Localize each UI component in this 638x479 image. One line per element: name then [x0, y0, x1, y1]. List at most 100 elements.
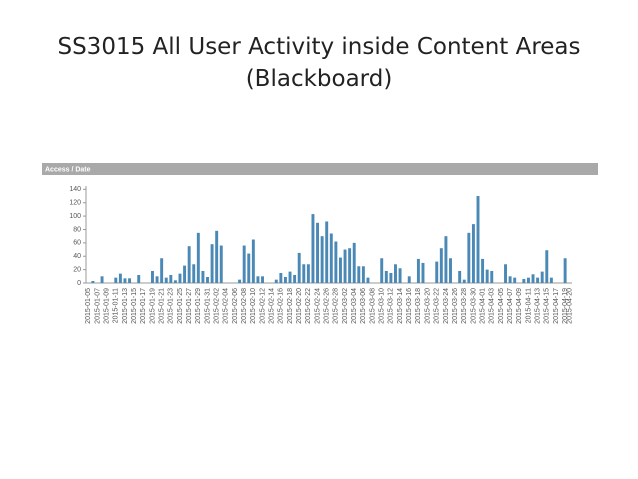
bar	[215, 230, 219, 283]
bar	[329, 233, 333, 283]
bar	[114, 277, 118, 283]
bar	[164, 277, 168, 283]
x-tick-label: 2015-03-20	[424, 288, 431, 324]
panel-header	[42, 163, 598, 175]
x-tick-label: 2015-04-05	[498, 288, 505, 324]
bar	[325, 221, 329, 283]
bar	[504, 264, 507, 283]
bar	[458, 270, 462, 283]
slide-title: (Blackboard)	[245, 66, 393, 92]
x-tick-label: 2015-02-14	[269, 288, 276, 324]
x-tick-label: 2015-02-04	[223, 288, 230, 324]
bar	[279, 272, 283, 283]
bar	[316, 222, 320, 283]
x-tick-label: 2015-01-13	[122, 288, 129, 324]
bar	[481, 258, 485, 283]
x-tick-label: 2015-01-25	[177, 288, 184, 324]
x-tick-label: 2015-02-02	[214, 288, 221, 324]
x-tick-label: 2015-02-16	[278, 288, 285, 324]
y-tick-label: 100	[69, 213, 81, 220]
x-tick-label: 2015-03-16	[406, 288, 413, 324]
bar	[366, 277, 370, 283]
x-tick-label: 2015-04-01	[479, 288, 486, 324]
x-tick-label: 2015-01-17	[140, 288, 147, 324]
bar	[467, 232, 471, 283]
bar	[338, 257, 342, 283]
bar	[169, 274, 173, 283]
x-tick-label: 2015-01-15	[131, 288, 138, 324]
bar	[151, 270, 154, 283]
x-tick-label: 2015-04-03	[489, 288, 496, 324]
x-tick-label: 2015-02-26	[324, 288, 331, 324]
x-tick-label: 2015-03-14	[397, 288, 404, 324]
bar	[490, 270, 494, 283]
x-tick-label: 2015-03-12	[388, 288, 395, 324]
x-tick-label: 2015-01-29	[195, 288, 202, 324]
bar	[357, 266, 361, 283]
x-tick-label: 2015-03-04	[351, 288, 358, 324]
bar	[384, 270, 388, 283]
x-tick-label: 2015-02-28	[333, 288, 340, 324]
x-tick-label: 2015-01-07	[94, 288, 101, 324]
x-tick-label: 2015-01-19	[149, 288, 156, 324]
y-tick-label: 40	[73, 253, 81, 260]
bar	[219, 245, 223, 283]
x-tick-label: 2015-02-20	[296, 288, 303, 324]
y-tick-label: 0	[77, 280, 81, 287]
bar	[343, 249, 347, 283]
bar	[536, 277, 540, 283]
bar	[100, 276, 104, 283]
x-tick-label: 2015-03-28	[461, 288, 468, 324]
x-tick-label: 2015-01-11	[113, 288, 120, 323]
x-tick-label: 2015-03-26	[452, 288, 459, 324]
bar	[123, 278, 127, 283]
bar	[407, 276, 411, 283]
x-tick-label: 2015-01-27	[186, 288, 193, 324]
bar	[256, 276, 260, 283]
y-tick-label: 120	[69, 200, 81, 207]
x-tick-label: 2015-03-10	[379, 288, 386, 324]
bar	[160, 258, 164, 283]
x-tick-label: 2015-04-09	[516, 288, 523, 324]
bar	[462, 279, 466, 283]
x-tick-label: 2015-02-10	[250, 288, 257, 324]
bar	[206, 276, 209, 283]
x-tick-label: 2015-03-08	[369, 288, 376, 324]
bar	[297, 252, 301, 283]
x-tick-label: 2015-04-15	[544, 288, 551, 324]
y-tick-label: 60	[73, 240, 81, 247]
bar	[526, 277, 530, 283]
bar	[261, 276, 264, 283]
bar	[540, 271, 544, 283]
x-tick-label: 2015-02-22	[305, 288, 312, 324]
bar	[416, 258, 420, 283]
bar	[187, 246, 191, 283]
bar	[439, 248, 443, 283]
bar	[196, 232, 200, 283]
bar	[247, 253, 251, 283]
x-tick-label: 2015-01-31	[204, 288, 211, 324]
slide-title: SS3015 All User Activity inside Content …	[57, 34, 581, 60]
bar	[306, 264, 310, 283]
x-tick-label: 2015-01-09	[103, 288, 110, 324]
bar	[311, 214, 315, 283]
bar	[173, 280, 177, 283]
bar	[398, 268, 402, 283]
bar	[549, 277, 553, 283]
bar	[513, 277, 517, 283]
x-tick-label: 2015-04-07	[507, 288, 514, 324]
bar	[522, 278, 526, 283]
bar	[421, 262, 425, 283]
bar	[531, 274, 535, 283]
y-tick-label: 80	[73, 226, 81, 233]
bar	[238, 279, 242, 283]
x-tick-label: 2015-01-21	[158, 288, 165, 324]
x-tick-label: 2015-03-22	[434, 288, 441, 324]
bar	[394, 264, 397, 283]
x-tick-label: 2015-02-24	[314, 288, 321, 324]
x-tick-label: 2015-01-23	[168, 288, 175, 324]
x-tick-label: 2015-02-12	[259, 288, 266, 324]
bar	[201, 270, 205, 283]
